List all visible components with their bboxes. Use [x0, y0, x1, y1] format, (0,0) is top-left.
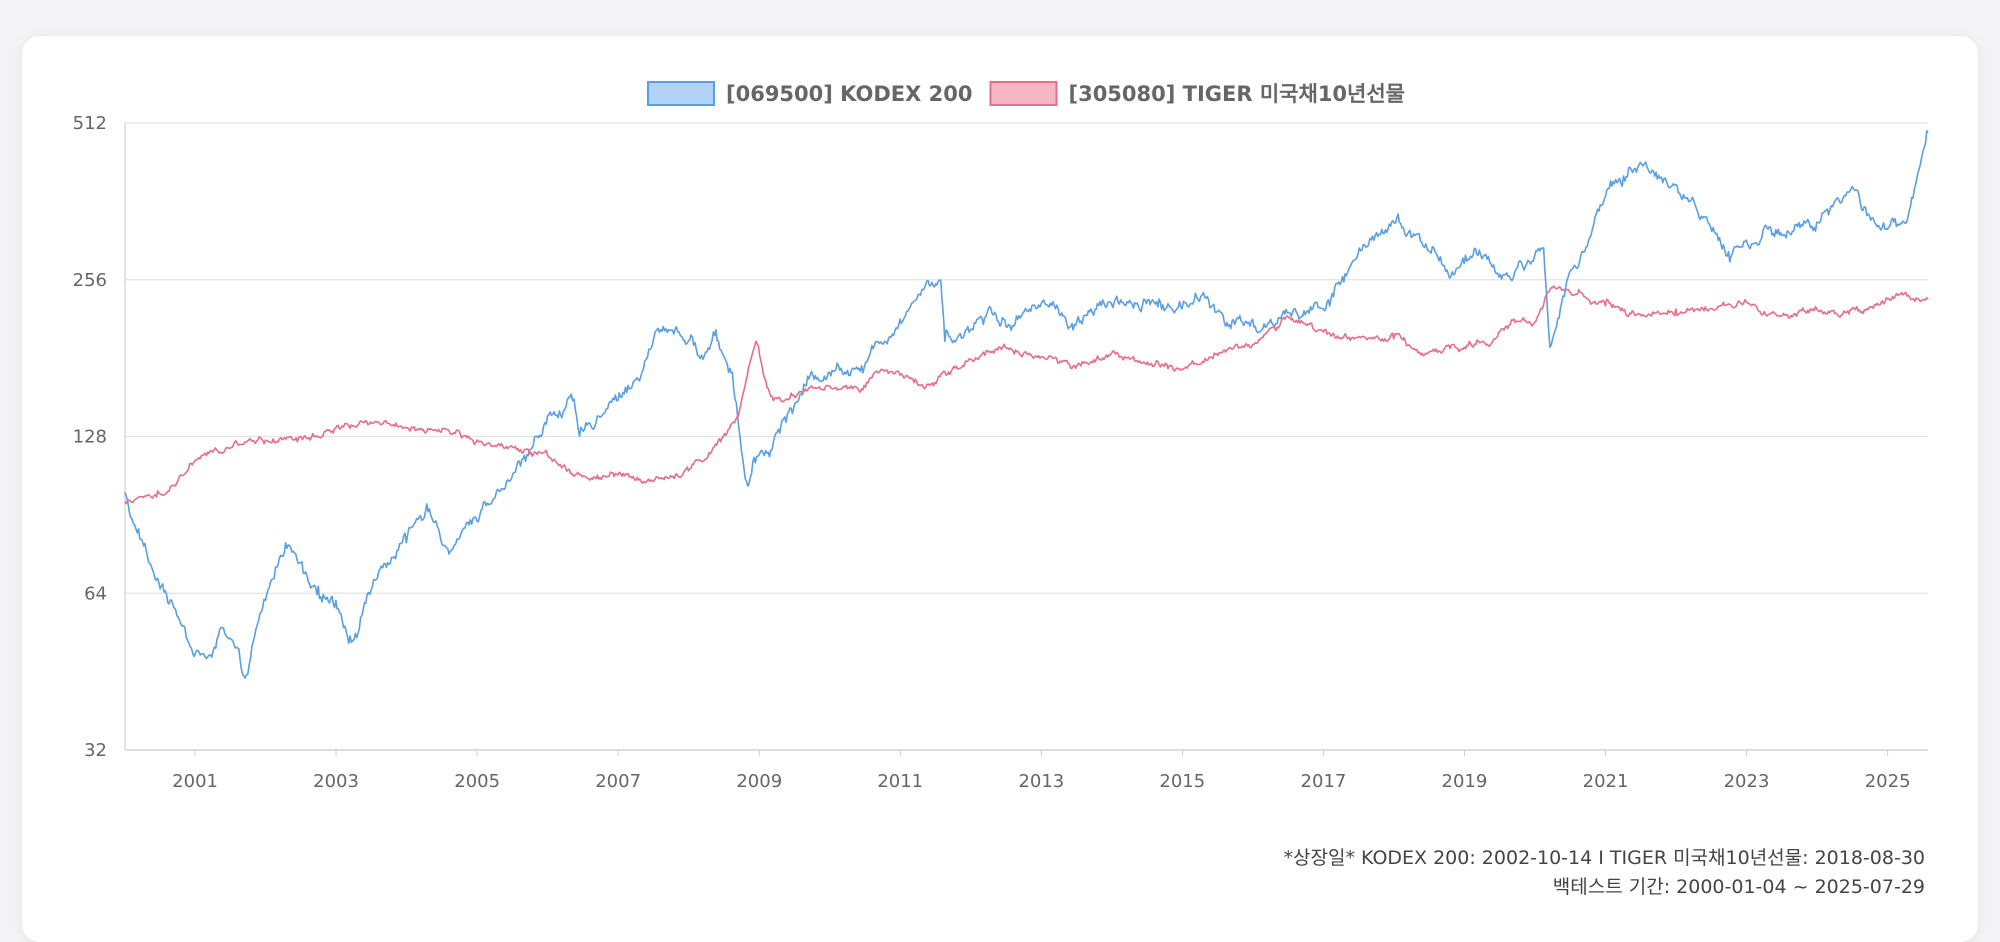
x-tick-label: 2013 — [1018, 771, 1064, 792]
series-lines — [124, 130, 1929, 679]
x-tick-label: 2007 — [595, 771, 641, 792]
chart-card — [22, 36, 1978, 942]
x-tick-label: 2023 — [1724, 771, 1770, 792]
y-tick-label: 256 — [73, 270, 107, 291]
x-tick-label: 2025 — [1865, 771, 1911, 792]
series-line-tiger-us-treasury — [124, 285, 1929, 505]
x-tick-label: 2003 — [313, 771, 359, 792]
x-tick-label: 2021 — [1583, 771, 1629, 792]
gridlines — [125, 122, 1928, 751]
x-tick-label: 2011 — [877, 771, 923, 792]
x-tick-label: 2015 — [1159, 771, 1205, 792]
legend-swatch-kodex-200 — [647, 81, 715, 106]
legend-label-kodex-200: [069500] KODEX 200 — [726, 82, 972, 106]
x-tick-label: 2005 — [454, 771, 500, 792]
x-tick-label: 2009 — [736, 771, 782, 792]
legend-swatch-tiger-us-treasury — [989, 81, 1058, 106]
x-tick-label: 2019 — [1442, 771, 1488, 792]
y-tick-label: 128 — [73, 427, 107, 448]
y-tick-label: 64 — [84, 583, 107, 604]
x-tick-label: 2001 — [172, 771, 218, 792]
y-tick-label: 512 — [73, 113, 107, 134]
backtest-period-note: 백테스트 기간: 2000-01-04 ~ 2025-07-29 — [1552, 876, 1925, 898]
legend-label-tiger-us-treasury: [305080] TIGER 미국채10년선물 — [1068, 82, 1405, 106]
axes: 32 64 128 256 512 2001 2003 2005 2007 2009 2011 201… — [73, 113, 1928, 792]
y-tick-label: 32 — [84, 740, 107, 761]
x-tick-label: 2017 — [1301, 771, 1347, 792]
legend: [069500] KODEX 200 [305080] TIGER 미국채10년선… — [647, 81, 1405, 106]
listing-date-note: *상장일* KODEX 200: 2002-10-14 I TIGER 미국채1… — [1283, 847, 1925, 869]
series-line-kodex-200 — [124, 130, 1929, 679]
